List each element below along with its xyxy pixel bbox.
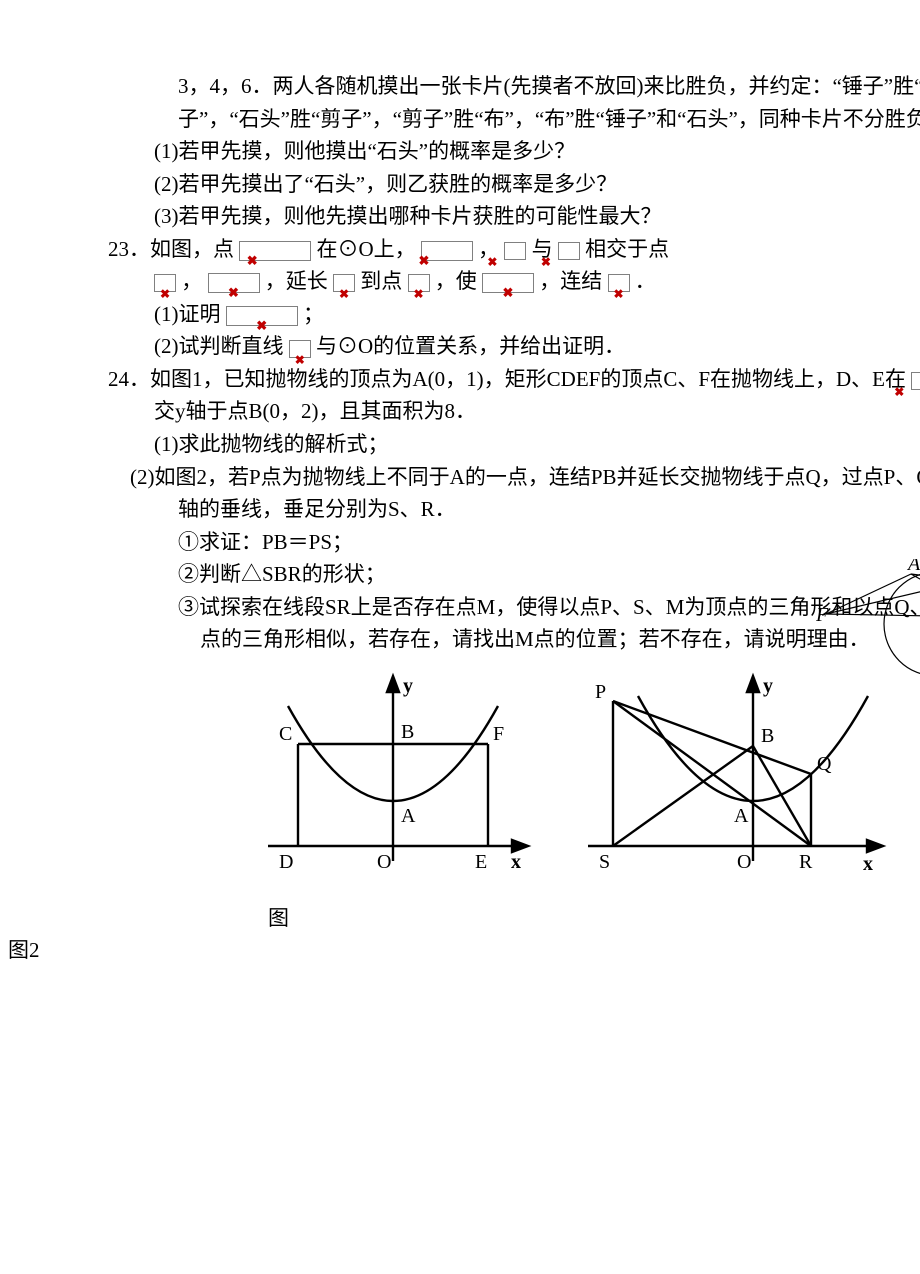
fig2-y: y xyxy=(763,675,773,697)
fig2-x: x xyxy=(863,853,873,875)
fig1-E: E xyxy=(475,851,487,873)
broken-image-icon: ✖ xyxy=(558,242,580,260)
q23-p2a: (2)试判断直线 xyxy=(154,334,284,358)
broken-image-icon: ✖ xyxy=(421,241,473,261)
fig2-S: S xyxy=(599,851,610,873)
broken-image-icon: ✖ xyxy=(289,340,311,358)
q24-p2b: 轴的垂线，垂足分别为S、R． xyxy=(178,497,456,521)
fig2-B: B xyxy=(761,725,774,747)
fig2-caption: 图2 xyxy=(8,934,920,967)
broken-image-icon: ✖ xyxy=(911,372,920,390)
q23-number: 23． xyxy=(108,237,150,261)
fig2-A: A xyxy=(734,805,749,827)
q23-l2a: ， xyxy=(181,269,202,293)
broken-image-icon: ✖ xyxy=(226,306,298,326)
q23-circle-diagram: A C E D F O xyxy=(816,559,920,679)
q23-l2d: ，使 xyxy=(435,269,477,293)
q22-continuation: 3，4，6．两人各随机摸出一张卡片(先摸者不放回)来比胜负，并约定：“锤子”胜“… xyxy=(108,70,920,135)
q22-part1: (1)若甲先摸，则他摸出“石头”的概率是多少？ xyxy=(108,135,920,168)
broken-image-icon: ✖ xyxy=(504,242,526,260)
fig2-R: R xyxy=(799,851,813,873)
q24-figure1: y C B F A D O E x xyxy=(243,666,543,896)
fig1-caption-left: 图 xyxy=(268,902,289,935)
q24-sub2: ②判断△SBR的形状； xyxy=(108,558,920,591)
q24-sub3: ③试探索在线段SR上是否存在点M，使得以点P、S、M为顶点的三角形和以点Q、R、… xyxy=(108,591,920,656)
q24-sub1: ①求证：PB＝PS； xyxy=(108,526,920,559)
fig1-O: O xyxy=(377,851,391,873)
fig2-O: O xyxy=(737,851,751,873)
q23-part2: (2)试判断直线 ✖ 与⊙O的位置关系，并给出证明． xyxy=(108,330,920,363)
broken-image-icon: ✖ xyxy=(408,274,430,292)
fig2-P: P xyxy=(595,681,606,703)
fig1-caption-row: 图 1 xyxy=(108,902,920,935)
q23-l2e: ，连结 xyxy=(539,269,602,293)
q24-line1: 24．如图1，已知抛物线的顶点为A(0，1)，矩形CDEF的顶点C、F在抛物线上… xyxy=(108,363,920,428)
q23-l2f: ． xyxy=(635,269,656,293)
q23-l1e: 相交于点 xyxy=(585,237,669,261)
q23-block: 23．如图，点 ✖ 在⊙O上， ✖ ， ✖ 与 ✖ 相交于点 ✖ ， ✖ ，延长… xyxy=(108,233,920,363)
q23-line1: 23．如图，点 ✖ 在⊙O上， ✖ ， ✖ 与 ✖ 相交于点 xyxy=(108,233,920,266)
broken-image-icon: ✖ xyxy=(482,273,534,293)
q23-part1: (1)证明 ✖ ； xyxy=(108,298,920,331)
q23-l2b: ，延长 xyxy=(265,269,328,293)
q24-figures: y C B F A D O E x xyxy=(108,666,920,896)
fig1-x: x xyxy=(511,851,521,873)
broken-image-icon: ✖ xyxy=(333,274,355,292)
label-A: A xyxy=(906,559,920,575)
q24-part1: (1)求此抛物线的解析式； xyxy=(108,428,920,461)
q23-line2: ✖ ， ✖ ，延长 ✖ 到点 ✖ ，使 ✖ ，连结 ✖ ． xyxy=(108,265,920,298)
q24-p2: (2)如图2，若P点为抛物线上不同于A的一点，连结PB并延长交抛物线于点Q，过点… xyxy=(130,465,920,489)
broken-image-icon: ✖ xyxy=(208,273,260,293)
q23-l2c: 到点 xyxy=(360,269,402,293)
fig1-F: F xyxy=(493,723,504,745)
q23-l1b: 在⊙O上， xyxy=(317,237,416,261)
fig1-B: B xyxy=(401,721,414,743)
q24-number: 24． xyxy=(108,367,150,391)
broken-image-icon: ✖ xyxy=(239,241,311,261)
fig1-y: y xyxy=(403,675,413,697)
q23-l1a: 如图，点 xyxy=(150,237,234,261)
q23-p1a: (1)证明 xyxy=(154,302,221,326)
q24-part2: (2)如图2，若P点为抛物线上不同于A的一点，连结PB并延长交抛物线于点Q，过点… xyxy=(108,461,920,526)
fig1-D: D xyxy=(279,851,293,873)
q23-p2b: 与⊙O的位置关系，并给出证明． xyxy=(316,334,625,358)
broken-image-icon: ✖ xyxy=(608,274,630,292)
fig1-A: A xyxy=(401,805,416,827)
q24-figure2: y P B Q A S O R x xyxy=(573,666,893,896)
q24-l1: 如图1，已知抛物线的顶点为A(0，1)，矩形CDEF的顶点C、F在抛物线上，D、… xyxy=(150,367,906,391)
fig2-Q: Q xyxy=(817,753,832,775)
q22-part2: (2)若甲先摸出了“石头”，则乙获胜的概率是多少？ xyxy=(108,168,920,201)
fig1-C: C xyxy=(279,723,292,745)
q22-part3: (3)若甲先摸，则他先摸出哪种卡片获胜的可能性最大？ xyxy=(108,200,920,233)
label-F: F xyxy=(816,604,829,626)
q23-p1b: ； xyxy=(303,302,324,326)
broken-image-icon: ✖ xyxy=(154,274,176,292)
